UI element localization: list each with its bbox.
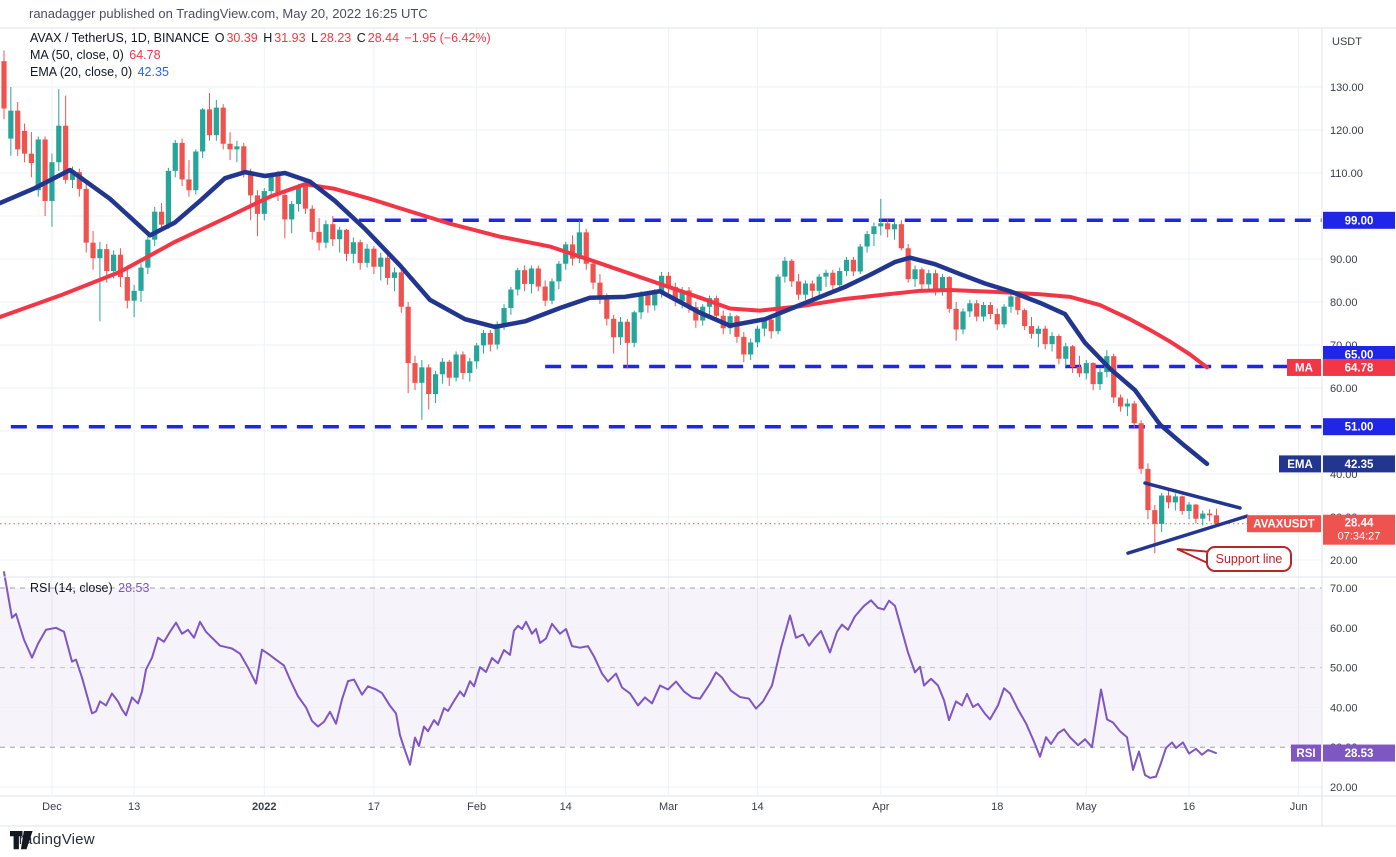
ma-legend[interactable]: MA (50, close, 0) 64.78 bbox=[30, 48, 161, 62]
time-tick-18: 18 bbox=[991, 801, 1003, 813]
time-tick-16: 16 bbox=[1183, 801, 1195, 813]
rsi-tick: 60.00 bbox=[1330, 623, 1358, 635]
level-badge-65[interactable]: 65.00 bbox=[1323, 346, 1395, 363]
svg-text:07:34:27: 07:34:27 bbox=[1338, 531, 1381, 543]
close-value: 28.44 bbox=[367, 31, 400, 45]
tradingview-logo: TradingView bbox=[10, 831, 95, 850]
ma-tag-badge[interactable]: MA bbox=[1287, 358, 1321, 376]
symbol-tag-badge[interactable]: AVAXUSDT bbox=[1247, 515, 1321, 533]
symbol-legend[interactable]: AVAX / TetherUS, 1D, BINANCE O 30.39 H 31.… bbox=[30, 31, 491, 45]
support-trendline[interactable] bbox=[1126, 514, 1249, 555]
rsi-tick: 40.00 bbox=[1330, 702, 1358, 714]
symbol-title: AVAX / TetherUS, 1D, BINANCE bbox=[30, 31, 210, 45]
svg-text:EMA: EMA bbox=[1287, 459, 1313, 471]
ema-legend-value: 42.35 bbox=[137, 65, 169, 79]
time-tick-17: 17 bbox=[368, 801, 380, 813]
ema20-line[interactable] bbox=[0, 167, 1210, 467]
svg-text:28.44: 28.44 bbox=[1345, 518, 1374, 530]
time-tick-Jun: Jun bbox=[1290, 801, 1308, 813]
rsi-tag-badge[interactable]: RSI bbox=[1291, 744, 1321, 762]
svg-text:51.00: 51.00 bbox=[1345, 422, 1374, 434]
level-badge-51[interactable]: 51.00 bbox=[1323, 418, 1395, 436]
rsi-tick: 50.00 bbox=[1330, 663, 1358, 675]
svg-text:AVAXUSDT: AVAXUSDT bbox=[1253, 519, 1315, 531]
rsi-tick: 70.00 bbox=[1330, 583, 1358, 595]
grid bbox=[0, 28, 1322, 795]
tradingview-logo-icon bbox=[10, 831, 33, 850]
support-resistance-lines bbox=[10, 218, 1322, 429]
rsi-value-badge[interactable]: 28.53 bbox=[1323, 744, 1395, 762]
rsi-legend-value: 28.53 bbox=[118, 581, 150, 595]
time-tick-14: 14 bbox=[560, 801, 572, 813]
axis-currency: USDT bbox=[1332, 36, 1362, 48]
ma-value-badge[interactable]: 64.78 bbox=[1323, 358, 1395, 376]
time-axis[interactable]: Dec 13 2022 17 Feb 14 Mar 14 Apr 18 May 16 Jun bbox=[42, 801, 1307, 813]
time-tick-Apr: Apr bbox=[872, 801, 889, 813]
price-tick: 120.00 bbox=[1330, 125, 1364, 137]
svg-text:28.53: 28.53 bbox=[1345, 748, 1374, 760]
svg-text:MA: MA bbox=[1295, 362, 1313, 374]
rsi-line[interactable] bbox=[3, 571, 1217, 779]
price-axis[interactable]: USDT130.00120.00110.00100.0090.0080.0070… bbox=[1330, 36, 1364, 794]
rsi-tick: 20.00 bbox=[1330, 782, 1358, 794]
price-tick: 80.00 bbox=[1330, 297, 1358, 309]
time-tick-2022: 2022 bbox=[252, 801, 276, 813]
level-badge-99[interactable]: 99.00 bbox=[1323, 211, 1395, 229]
time-tick-13: 13 bbox=[128, 801, 140, 813]
resistance-trendline[interactable] bbox=[1143, 481, 1242, 510]
svg-text:RSI: RSI bbox=[1296, 748, 1315, 760]
change-value: −1.95 (−6.42%) bbox=[404, 31, 491, 45]
price-tick: 90.00 bbox=[1330, 254, 1358, 266]
svg-text:99.00: 99.00 bbox=[1345, 215, 1374, 227]
ema-value-badge[interactable]: 42.35 bbox=[1323, 455, 1395, 473]
ma50-line[interactable] bbox=[0, 182, 1209, 370]
svg-text:65.00: 65.00 bbox=[1345, 350, 1374, 362]
price-tick: 130.00 bbox=[1330, 82, 1364, 94]
svg-text:64.78: 64.78 bbox=[1345, 362, 1374, 374]
ema-tag-badge[interactable]: EMA bbox=[1279, 455, 1321, 473]
ma-legend-value: 64.78 bbox=[129, 48, 161, 62]
time-tick-Feb: Feb bbox=[467, 801, 486, 813]
time-tick-14: 14 bbox=[751, 801, 763, 813]
time-tick-Dec: Dec bbox=[42, 801, 62, 813]
open-value: 30.39 bbox=[226, 31, 258, 45]
price-tick: 110.00 bbox=[1330, 168, 1363, 180]
rsi-legend[interactable]: RSI (14, close) 28.53 bbox=[30, 581, 150, 595]
price-tick: 20.00 bbox=[1330, 555, 1358, 567]
support-line-callout[interactable]: Support line bbox=[1206, 546, 1292, 572]
publish-info: ranadagger published on TradingView.com,… bbox=[29, 6, 428, 21]
svg-text:42.35: 42.35 bbox=[1345, 459, 1374, 471]
time-tick-Mar: Mar bbox=[659, 801, 678, 813]
high-value: 31.93 bbox=[274, 31, 306, 45]
time-tick-May: May bbox=[1076, 801, 1097, 813]
ema-legend[interactable]: EMA (20, close, 0) 42.35 bbox=[30, 65, 169, 79]
price-tick: 60.00 bbox=[1330, 383, 1358, 395]
low-value: 28.23 bbox=[319, 31, 352, 45]
